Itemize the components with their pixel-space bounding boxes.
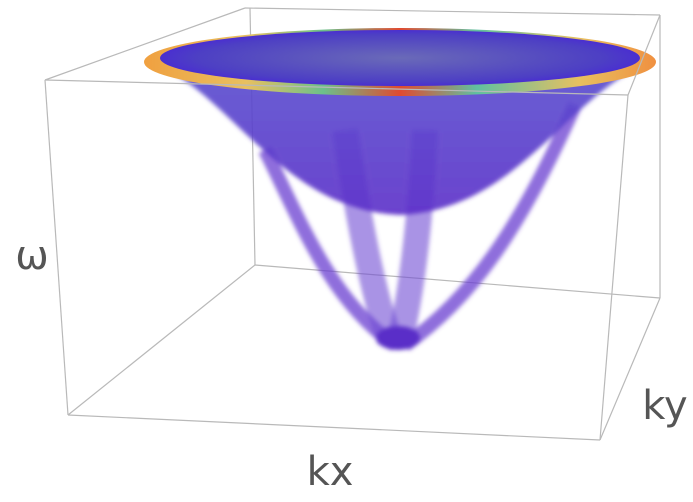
x-axis-label: kx xyxy=(307,449,354,495)
z-axis-label: ω xyxy=(15,233,49,279)
surface xyxy=(150,62,652,350)
top-surface xyxy=(160,30,640,86)
chart: ω kx ky xyxy=(0,0,693,502)
y-axis-label: ky xyxy=(642,383,687,429)
